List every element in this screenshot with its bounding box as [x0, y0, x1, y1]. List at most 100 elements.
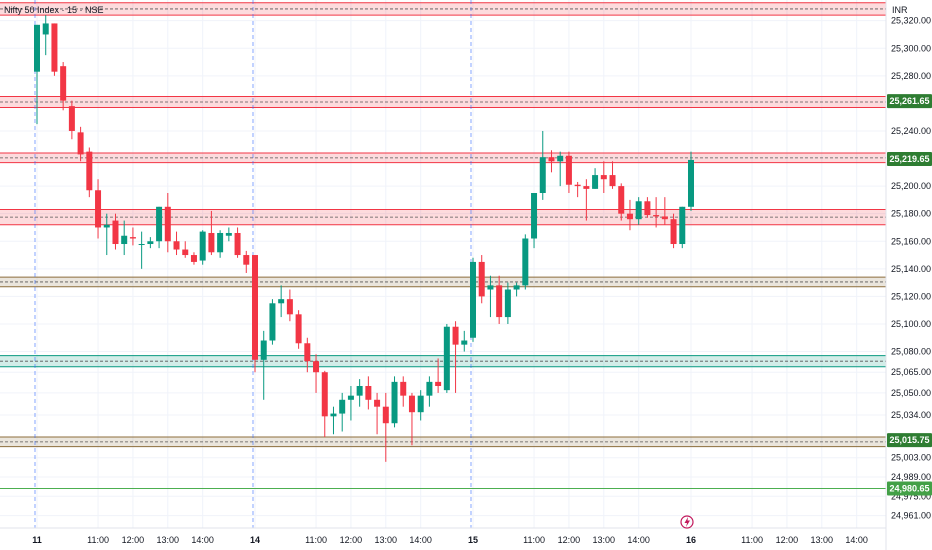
price-axis[interactable]: 25,320.00 25,300.00 25,280.00 25,240.00 25,2… [891, 16, 931, 521]
candle-body[interactable] [478, 261, 485, 297]
candle[interactable] [42, 15, 49, 56]
candle[interactable] [208, 210, 215, 256]
candle-body[interactable] [278, 299, 285, 304]
candle[interactable] [51, 23, 58, 76]
candle[interactable] [618, 183, 625, 221]
candle-body[interactable] [565, 155, 572, 185]
candle[interactable] [304, 337, 311, 373]
candle-body[interactable] [400, 381, 407, 396]
candle[interactable] [269, 299, 276, 345]
candle[interactable] [426, 376, 433, 407]
candle-body[interactable] [374, 399, 381, 407]
candle[interactable] [95, 179, 102, 239]
candle-body[interactable] [452, 326, 459, 345]
candle[interactable] [260, 330, 267, 400]
candle-body[interactable] [661, 216, 668, 220]
candle-body[interactable] [670, 219, 677, 245]
candle[interactable] [164, 193, 171, 253]
candle-body[interactable] [77, 132, 84, 155]
candle[interactable] [173, 231, 180, 256]
candle[interactable] [321, 370, 328, 438]
candle-body[interactable] [199, 231, 206, 261]
candle-body[interactable] [504, 289, 511, 318]
candle-body[interactable] [347, 395, 354, 400]
candle[interactable] [653, 197, 660, 228]
candle[interactable] [592, 168, 599, 189]
candle-body[interactable] [365, 386, 372, 400]
candle-body[interactable] [121, 235, 128, 245]
candle-body[interactable] [112, 220, 119, 245]
candle[interactable] [286, 289, 293, 322]
candle-body[interactable] [321, 372, 328, 417]
candle-body[interactable] [103, 224, 110, 228]
candle[interactable] [452, 321, 459, 393]
candle-body[interactable] [574, 184, 581, 187]
candle-body[interactable] [42, 23, 49, 35]
candle-body[interactable] [435, 381, 442, 387]
candle-body[interactable] [68, 106, 75, 131]
candle-body[interactable] [190, 255, 197, 262]
candle-body[interactable] [382, 406, 389, 424]
candle[interactable] [138, 231, 145, 269]
candle-body[interactable] [260, 340, 267, 360]
candle-body[interactable] [557, 155, 564, 162]
candle-body[interactable] [408, 395, 415, 413]
candle-body[interactable] [156, 206, 163, 242]
candle-body[interactable] [626, 213, 633, 220]
candle[interactable] [600, 161, 607, 194]
candle[interactable] [217, 230, 224, 258]
candle[interactable] [635, 197, 642, 225]
candle[interactable] [330, 406, 337, 435]
candle-body[interactable] [330, 413, 337, 417]
candle-body[interactable] [644, 201, 651, 216]
candle[interactable] [68, 100, 75, 140]
candle[interactable] [147, 237, 154, 249]
candle-body[interactable] [86, 151, 93, 191]
candle-body[interactable] [417, 395, 424, 413]
candle-body[interactable] [513, 285, 520, 290]
candle-body[interactable] [609, 175, 616, 187]
candle[interactable] [295, 310, 302, 349]
candle-body[interactable] [182, 249, 189, 256]
candle[interactable] [356, 379, 363, 407]
candle[interactable] [77, 126, 84, 162]
candle[interactable] [156, 206, 163, 249]
candle[interactable] [60, 62, 67, 111]
candle[interactable] [626, 199, 633, 231]
candle-body[interactable] [243, 255, 250, 265]
candle[interactable] [461, 330, 468, 352]
candle-body[interactable] [461, 340, 468, 345]
candle[interactable] [531, 193, 538, 249]
candle[interactable] [234, 227, 241, 258]
candle-body[interactable] [470, 261, 476, 338]
candle[interactable] [688, 151, 694, 211]
candle-body[interactable] [688, 159, 694, 207]
candle-body[interactable] [95, 190, 102, 228]
candle-body[interactable] [531, 193, 538, 239]
candle-body[interactable] [391, 381, 398, 424]
candle-body[interactable] [147, 241, 154, 245]
candle[interactable] [347, 386, 354, 421]
candle-body[interactable] [313, 361, 320, 373]
candle[interactable] [86, 147, 93, 198]
candle[interactable] [644, 197, 651, 218]
candle[interactable] [190, 252, 197, 265]
candle[interactable] [408, 392, 415, 446]
candle[interactable] [679, 206, 686, 249]
candle-body[interactable] [583, 186, 590, 189]
candle-body[interactable] [356, 386, 363, 396]
candle-body[interactable] [269, 303, 276, 341]
candle-body[interactable] [539, 157, 546, 194]
candle-body[interactable] [487, 285, 494, 290]
time-axis[interactable]: 11 11:00 12:00 13:00 14:00 14 11:00 12:00 13:00 1… [32, 535, 868, 545]
candle[interactable] [670, 213, 677, 249]
candle-body[interactable] [679, 206, 686, 245]
candle[interactable] [513, 282, 520, 297]
candle[interactable] [313, 354, 320, 393]
candle[interactable] [103, 213, 110, 256]
candle-body[interactable] [618, 186, 625, 214]
candle[interactable] [417, 390, 424, 421]
candle-body[interactable] [129, 237, 136, 239]
candle-body[interactable] [286, 299, 293, 315]
